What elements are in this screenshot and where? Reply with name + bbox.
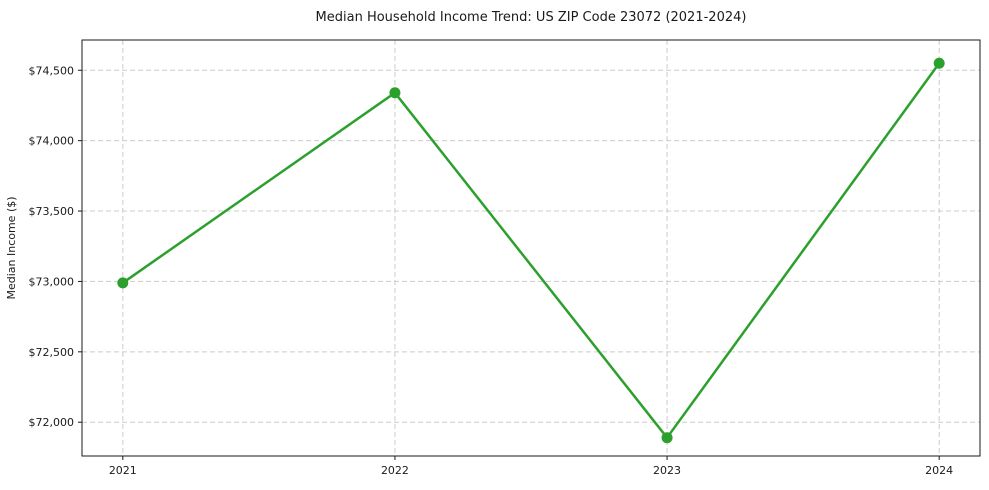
y-tick-label: $73,500	[29, 205, 75, 218]
x-tick-label: 2022	[381, 464, 409, 477]
plot-area	[82, 40, 980, 456]
x-tick-label: 2021	[109, 464, 137, 477]
data-point-marker	[661, 432, 673, 444]
x-tick-label: 2023	[653, 464, 681, 477]
data-series	[117, 57, 945, 444]
y-tick-label: $72,000	[29, 416, 75, 429]
data-point-marker	[389, 87, 401, 99]
data-point-marker	[933, 57, 945, 69]
series-line	[121, 61, 941, 439]
plot-frame	[81, 39, 981, 457]
x-tick-label: 2024	[925, 464, 953, 477]
y-axis-label: Median Income ($)	[5, 196, 18, 299]
y-tick-label: $74,500	[29, 64, 75, 77]
y-tick-label: $72,500	[29, 346, 75, 359]
axis-tickmarks	[78, 69, 940, 460]
chart-title: Median Household Income Trend: US ZIP Co…	[316, 10, 747, 25]
axis-tick-labels: $72,000 $72,500 $73,000 $73,500 $74,000 $74,5…	[29, 64, 954, 477]
y-tick-label: $73,000	[29, 275, 75, 288]
y-tick-label: $74,000	[29, 135, 75, 148]
data-point-marker	[117, 277, 129, 289]
